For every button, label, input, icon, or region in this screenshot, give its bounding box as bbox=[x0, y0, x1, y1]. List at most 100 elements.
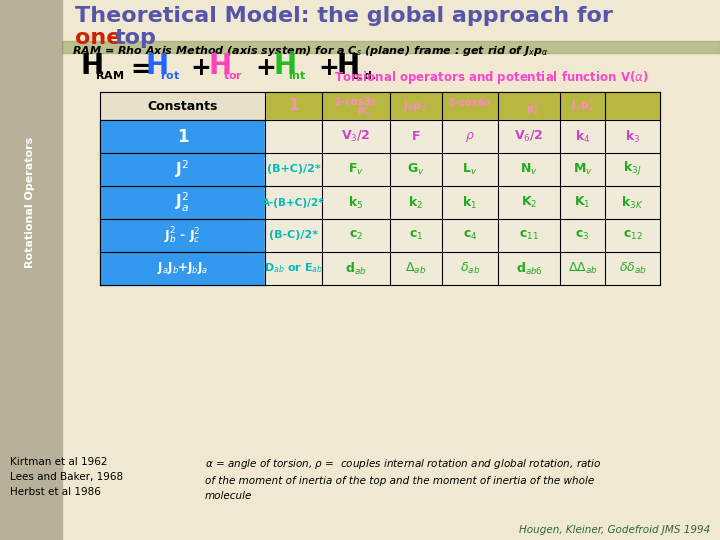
Bar bbox=[605, 153, 660, 186]
Bar bbox=[265, 252, 322, 285]
Text: $\mathbf{c.d.}$: $\mathbf{c.d.}$ bbox=[351, 69, 377, 81]
Bar bbox=[560, 186, 605, 219]
Text: 1-cos3$\alpha$: 1-cos3$\alpha$ bbox=[334, 95, 378, 107]
Bar bbox=[442, 252, 498, 285]
Bar bbox=[605, 120, 660, 153]
Text: k$_2$: k$_2$ bbox=[408, 194, 423, 211]
Text: d$_{ab6}$: d$_{ab6}$ bbox=[516, 260, 542, 276]
Bar bbox=[390, 219, 442, 252]
Text: Theoretical Model: the global approach for: Theoretical Model: the global approach f… bbox=[75, 6, 613, 26]
Bar bbox=[605, 186, 660, 219]
Text: A-(B+C)/2*: A-(B+C)/2* bbox=[262, 198, 325, 207]
Text: (B-C)/2*: (B-C)/2* bbox=[269, 231, 318, 240]
Text: c$_2$: c$_2$ bbox=[349, 229, 363, 242]
Text: c$_3$: c$_3$ bbox=[575, 229, 590, 242]
Text: $\mathbf{H}$: $\mathbf{H}$ bbox=[145, 52, 168, 80]
Bar bbox=[390, 186, 442, 219]
Bar bbox=[322, 252, 390, 285]
Bar bbox=[560, 219, 605, 252]
Text: $\mathbf{H}$: $\mathbf{H}$ bbox=[80, 52, 103, 80]
Text: k$_{3K}$: k$_{3K}$ bbox=[621, 194, 644, 211]
Text: M$_v$: M$_v$ bbox=[572, 162, 593, 177]
Text: $\mathbf{=}$: $\mathbf{=}$ bbox=[126, 56, 151, 80]
Bar bbox=[560, 120, 605, 153]
Bar bbox=[605, 252, 660, 285]
Text: RAM = Rho Axis Method (axis system) for a C$_s$ (plane) frame : get rid of J$_x$: RAM = Rho Axis Method (axis system) for … bbox=[72, 44, 549, 58]
Text: (B+C)/2*: (B+C)/2* bbox=[266, 165, 320, 174]
Text: $\mathbf{int}$: $\mathbf{int}$ bbox=[288, 69, 307, 81]
Bar bbox=[498, 153, 560, 186]
Text: $\rho$: $\rho$ bbox=[465, 130, 475, 144]
Bar bbox=[442, 219, 498, 252]
Text: K$_2$: K$_2$ bbox=[521, 195, 537, 210]
Text: $\mathbf{H}$: $\mathbf{H}$ bbox=[208, 52, 230, 80]
Text: $\mathbf{H}$: $\mathbf{H}$ bbox=[273, 52, 296, 80]
Text: $\delta\delta_{ab}$: $\delta\delta_{ab}$ bbox=[618, 261, 647, 276]
Text: c$_{12}$: c$_{12}$ bbox=[623, 229, 642, 242]
Bar bbox=[100, 219, 265, 252]
Text: K$_1$: K$_1$ bbox=[575, 195, 591, 210]
Text: F: F bbox=[412, 130, 420, 143]
Text: k$_1$: k$_1$ bbox=[462, 194, 477, 211]
Bar bbox=[322, 153, 390, 186]
Bar bbox=[265, 186, 322, 219]
Text: $\mathbf{+}$: $\mathbf{+}$ bbox=[255, 56, 275, 80]
Text: $\Delta_{ab}$: $\Delta_{ab}$ bbox=[405, 261, 426, 276]
Text: Kirtman et al 1962
Lees and Baker, 1968
Herbst et al 1986: Kirtman et al 1962 Lees and Baker, 1968 … bbox=[10, 457, 123, 497]
Bar bbox=[100, 252, 265, 285]
Bar bbox=[390, 252, 442, 285]
Bar bbox=[322, 186, 390, 219]
Text: Torsional operators and potential function V($\alpha$): Torsional operators and potential functi… bbox=[333, 70, 648, 86]
Text: Constants: Constants bbox=[148, 99, 217, 112]
Bar bbox=[560, 153, 605, 186]
Bar bbox=[265, 92, 660, 120]
Text: D$_{ab}$ or E$_{ab}$: D$_{ab}$ or E$_{ab}$ bbox=[264, 261, 323, 275]
Bar bbox=[498, 120, 560, 153]
Bar bbox=[442, 120, 498, 153]
Text: top: top bbox=[115, 28, 157, 48]
Bar bbox=[390, 153, 442, 186]
Text: J$_a^2$: J$_a^2$ bbox=[175, 191, 190, 214]
Text: $\Delta\Delta_{ab}$: $\Delta\Delta_{ab}$ bbox=[567, 261, 598, 276]
Text: L$_v$: L$_v$ bbox=[462, 162, 477, 177]
Text: c$_{11}$: c$_{11}$ bbox=[519, 229, 539, 242]
Bar bbox=[322, 219, 390, 252]
Text: $\delta_{ab}$: $\delta_{ab}$ bbox=[460, 261, 480, 276]
Text: k$_{3J}$: k$_{3J}$ bbox=[624, 160, 642, 179]
Text: 1-cos6$\alpha$: 1-cos6$\alpha$ bbox=[448, 96, 492, 108]
Text: J$_a$p$^3_\alpha$: J$_a$p$^3_\alpha$ bbox=[571, 98, 594, 114]
Bar bbox=[442, 186, 498, 219]
Bar bbox=[265, 120, 322, 153]
Text: $\mathbf{RAM}$: $\mathbf{RAM}$ bbox=[95, 69, 125, 81]
Text: p$^4_\alpha$: p$^4_\alpha$ bbox=[526, 102, 540, 118]
Text: one: one bbox=[75, 28, 122, 48]
Bar bbox=[265, 219, 322, 252]
Text: J$^2$: J$^2$ bbox=[175, 159, 189, 180]
Text: Hougen, Kleiner, Godefroid JMS 1994: Hougen, Kleiner, Godefroid JMS 1994 bbox=[518, 525, 710, 535]
Bar bbox=[560, 252, 605, 285]
Text: V$_6$/2: V$_6$/2 bbox=[514, 129, 544, 144]
Text: J$_a$J$_b$+J$_b$J$_a$: J$_a$J$_b$+J$_b$J$_a$ bbox=[157, 260, 208, 276]
Bar bbox=[605, 219, 660, 252]
Text: N$_v$: N$_v$ bbox=[520, 162, 538, 177]
Bar bbox=[100, 92, 265, 120]
Text: d$_{ab}$: d$_{ab}$ bbox=[345, 260, 366, 276]
Bar bbox=[498, 219, 560, 252]
Bar bbox=[390, 120, 442, 153]
Text: V$_3$/2: V$_3$/2 bbox=[341, 129, 371, 144]
Text: F$_v$: F$_v$ bbox=[348, 162, 364, 177]
Bar bbox=[498, 252, 560, 285]
Text: c$_1$: c$_1$ bbox=[409, 229, 423, 242]
Bar bbox=[100, 153, 265, 186]
Bar bbox=[498, 186, 560, 219]
Text: $\alpha$ = angle of torsion, $\rho$ =  couples internal rotation and global rota: $\alpha$ = angle of torsion, $\rho$ = co… bbox=[205, 457, 602, 501]
Text: Rotational Operators: Rotational Operators bbox=[25, 137, 35, 268]
Text: $\mathbf{H}$: $\mathbf{H}$ bbox=[336, 52, 359, 80]
Text: $\mathbf{+}$: $\mathbf{+}$ bbox=[318, 56, 338, 80]
Text: $\mathbf{rot}$: $\mathbf{rot}$ bbox=[160, 69, 180, 81]
Text: c$_4$: c$_4$ bbox=[463, 229, 477, 242]
Bar bbox=[265, 153, 322, 186]
Text: G$_v$: G$_v$ bbox=[408, 162, 425, 177]
Text: 1: 1 bbox=[288, 98, 299, 113]
Text: $\mathbf{+}$: $\mathbf{+}$ bbox=[190, 56, 210, 80]
